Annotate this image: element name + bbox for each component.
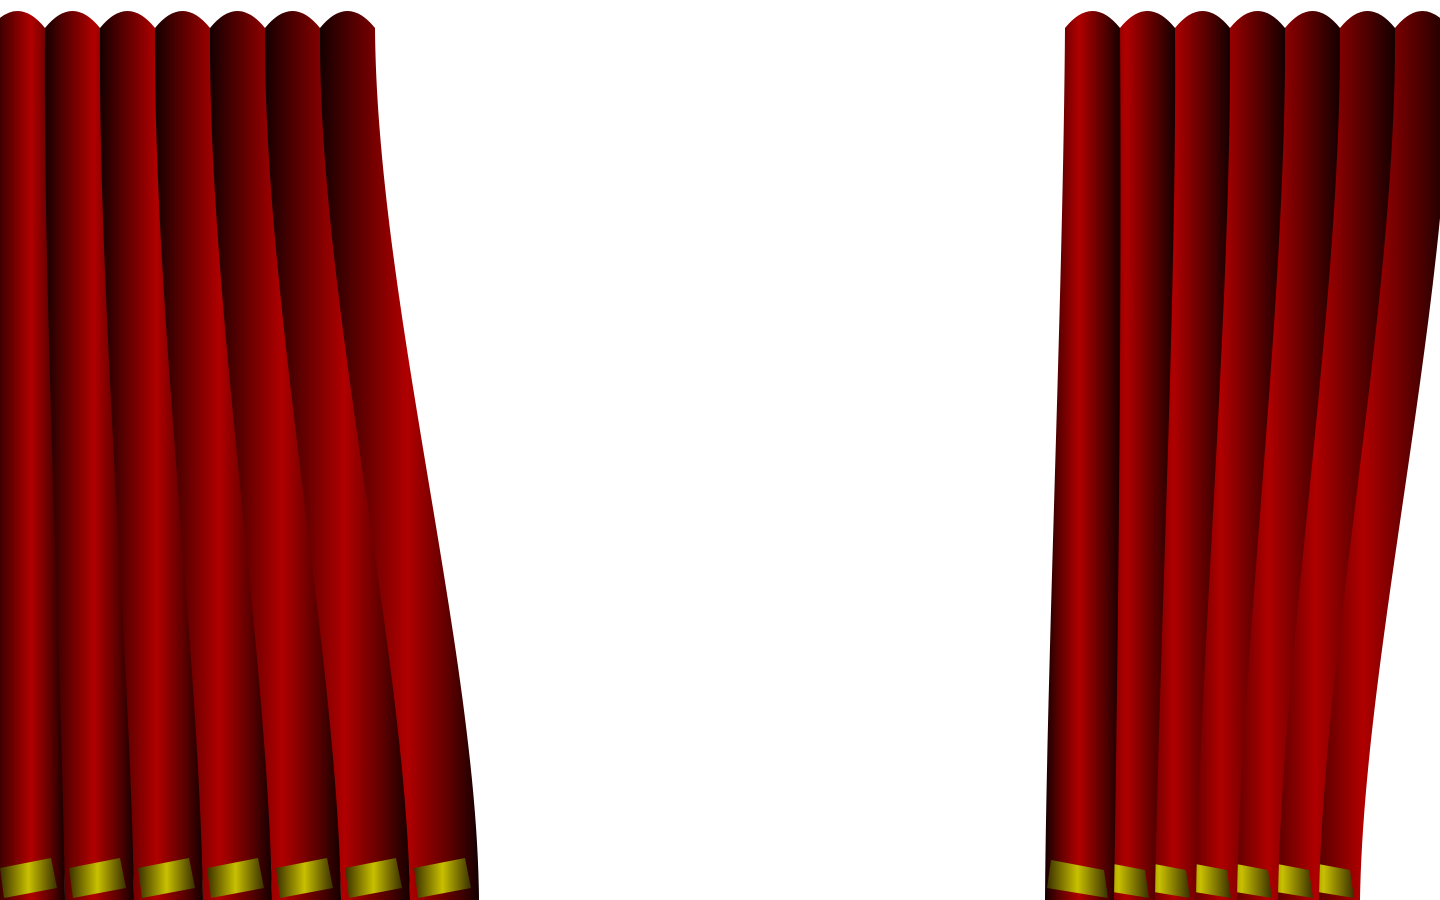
curtain-fold: [44, 11, 134, 900]
curtain-fold: [1045, 11, 1121, 900]
right-curtain: [1045, 11, 1440, 900]
gold-tassel-trim: [0, 858, 57, 898]
gold-tassel-trim: [1047, 860, 1108, 898]
gold-tassel-trim: [138, 858, 195, 898]
curtain-fold: [154, 11, 272, 900]
gold-tassel-trim: [345, 858, 402, 898]
gold-tassel-trim: [414, 858, 471, 898]
gold-tassel-trim: [69, 858, 126, 898]
curtain-fold: [209, 11, 341, 900]
curtain-fold: [0, 11, 65, 900]
gold-tassel-trim: [207, 858, 264, 898]
gold-tassel-trim: [276, 858, 333, 898]
curtain-fold: [319, 11, 479, 900]
curtain-fold: [99, 11, 203, 900]
left-curtain: [0, 11, 479, 900]
curtain-fold: [264, 11, 410, 900]
